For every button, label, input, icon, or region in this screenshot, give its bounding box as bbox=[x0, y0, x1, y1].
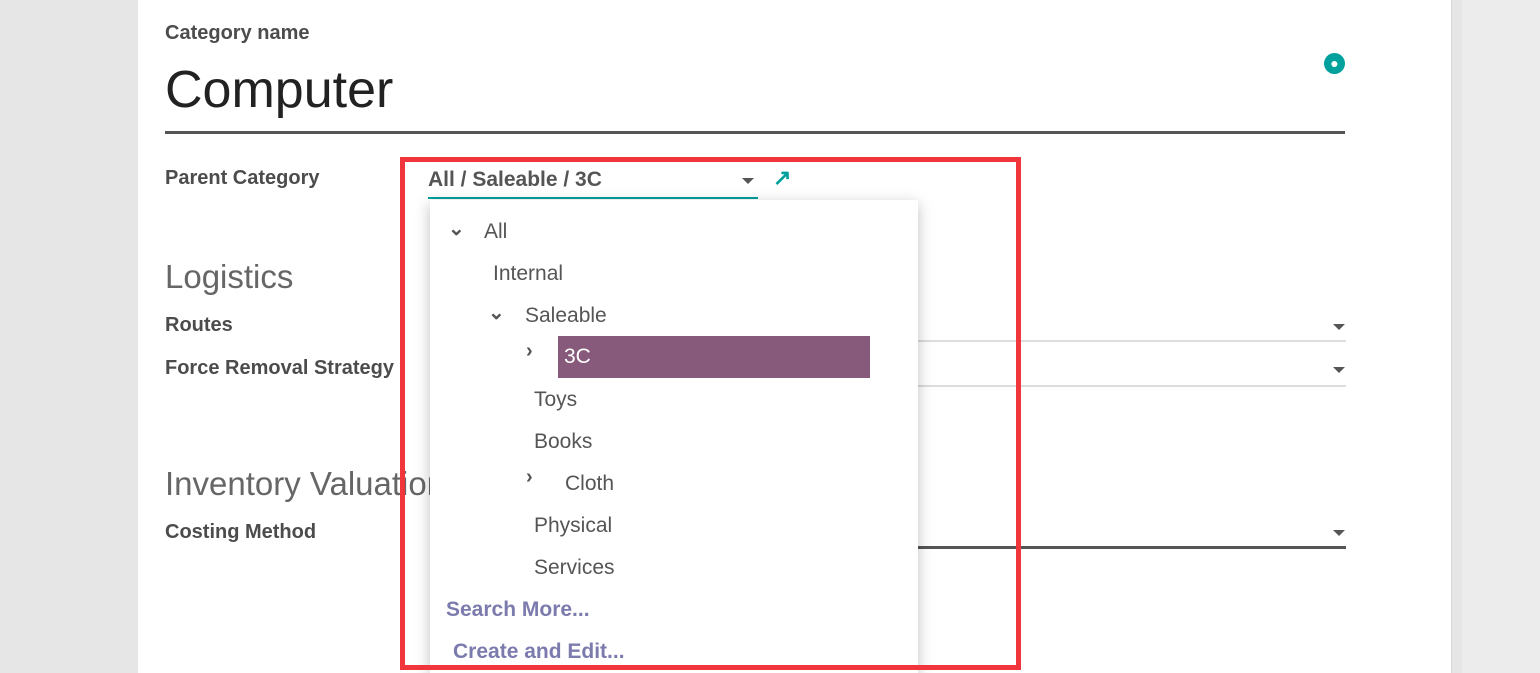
dropdown-item-3c[interactable]: 3C bbox=[558, 336, 870, 378]
inventory-valuation-heading: Inventory Valuation bbox=[165, 465, 446, 502]
parent-category-label: Parent Category bbox=[165, 167, 320, 189]
external-link-icon[interactable]: ↗ bbox=[773, 165, 792, 190]
chevron-down-icon[interactable]: ⌄ bbox=[448, 218, 465, 240]
dropdown-caret-icon[interactable] bbox=[742, 178, 754, 184]
dropdown-item-services[interactable]: Services bbox=[534, 556, 615, 579]
chevron-down-icon[interactable]: ⌄ bbox=[488, 302, 505, 324]
routes-caret-icon[interactable] bbox=[1333, 324, 1345, 330]
costing-method-caret-icon[interactable] bbox=[1333, 530, 1345, 536]
costing-method-input[interactable] bbox=[918, 546, 1346, 549]
chevron-right-icon[interactable]: › bbox=[526, 340, 533, 362]
dropdown-item-physical[interactable]: Physical bbox=[534, 514, 613, 537]
highlight-box bbox=[400, 157, 1021, 670]
force-removal-input[interactable] bbox=[918, 385, 1346, 387]
chevron-right-icon[interactable]: › bbox=[526, 466, 533, 488]
name-underline bbox=[165, 131, 1345, 134]
category-name-input[interactable]: Computer bbox=[165, 61, 394, 119]
dropdown-item-3c-label: 3C bbox=[564, 345, 591, 368]
search-more-link[interactable]: Search More... bbox=[446, 598, 590, 621]
logistics-heading: Logistics bbox=[165, 258, 294, 295]
force-removal-label: Force Removal Strategy bbox=[165, 357, 394, 379]
dropdown-item-books[interactable]: Books bbox=[534, 430, 593, 453]
parent-category-dropdown: ⌄ All Internal ⌄ Saleable › 3C Toys Book… bbox=[430, 200, 918, 673]
dropdown-item-toys[interactable]: Toys bbox=[534, 388, 578, 411]
create-and-edit-link[interactable]: Create and Edit... bbox=[453, 640, 625, 663]
dropdown-item-saleable[interactable]: Saleable bbox=[525, 304, 607, 327]
globe-icon[interactable]: ● bbox=[1324, 53, 1345, 74]
costing-method-label: Costing Method bbox=[165, 521, 317, 543]
routes-label: Routes bbox=[165, 314, 233, 336]
dropdown-item-internal[interactable]: Internal bbox=[493, 262, 564, 285]
dropdown-item-all[interactable]: All bbox=[484, 220, 508, 243]
routes-input[interactable] bbox=[918, 340, 1346, 342]
dropdown-item-cloth[interactable]: Cloth bbox=[565, 472, 615, 495]
parent-category-value: All / Saleable / 3C bbox=[428, 168, 602, 191]
parent-category-input[interactable]: All / Saleable / 3C bbox=[428, 168, 758, 199]
category-name-label: Category name bbox=[165, 22, 310, 44]
background-strip bbox=[1462, 0, 1540, 673]
force-removal-caret-icon[interactable] bbox=[1333, 367, 1345, 373]
